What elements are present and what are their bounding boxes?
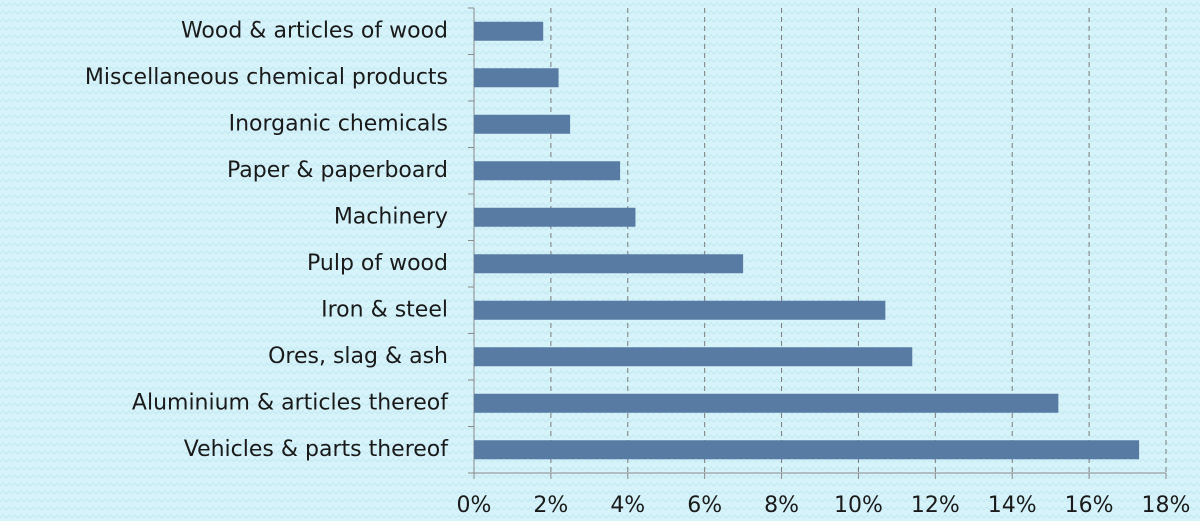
x-tick-label: 6% xyxy=(687,493,722,518)
x-tick-label: 10% xyxy=(834,493,883,518)
y-tick-label: Machinery xyxy=(334,204,448,229)
y-tick-label: Wood & articles of wood xyxy=(181,18,448,43)
y-tick-label: Ores, slag & ash xyxy=(268,344,448,369)
x-tick-label: 18% xyxy=(1142,493,1191,518)
bar xyxy=(474,161,621,181)
y-tick-label: Pulp of wood xyxy=(307,251,448,276)
y-tick-label: Miscellaneous chemical products xyxy=(85,65,448,90)
bar xyxy=(474,254,744,274)
bar xyxy=(474,347,913,367)
y-tick-label: Paper & paperboard xyxy=(227,158,448,183)
bar xyxy=(474,114,571,134)
x-tick-label: 12% xyxy=(911,493,960,518)
bar xyxy=(474,68,559,88)
y-tick-label: Inorganic chemicals xyxy=(229,111,448,136)
x-tick-label: 8% xyxy=(764,493,799,518)
bar xyxy=(474,393,1059,413)
bar xyxy=(474,21,544,41)
x-tick-label: 14% xyxy=(988,493,1037,518)
bar xyxy=(474,440,1140,460)
y-tick-label: Iron & steel xyxy=(321,297,448,322)
y-tick-label: Vehicles & parts thereof xyxy=(184,437,450,462)
bar xyxy=(474,300,886,320)
x-tick-label: 4% xyxy=(610,493,645,518)
x-tick-label: 2% xyxy=(533,493,568,518)
bar xyxy=(474,207,636,227)
x-tick-label: 0% xyxy=(457,493,492,518)
x-tick-label: 16% xyxy=(1065,493,1114,518)
y-tick-label: Aluminium & articles thereof xyxy=(132,390,449,415)
